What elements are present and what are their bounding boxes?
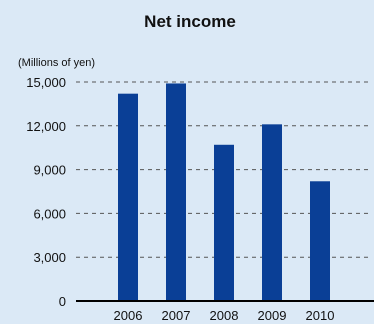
y-tick-label: 9,000 xyxy=(33,163,66,178)
x-tick-label: 2008 xyxy=(210,308,239,323)
bar-2008 xyxy=(214,144,234,301)
bar-2009 xyxy=(262,124,282,301)
x-tick-label: 2006 xyxy=(114,308,143,323)
bar-2006 xyxy=(118,93,138,302)
y-tick-label: 0 xyxy=(59,294,66,309)
chart-title: Net income xyxy=(144,12,236,31)
y-tick-label: 12,000 xyxy=(26,119,66,134)
y-unit-label: (Millions of yen) xyxy=(18,57,95,69)
x-tick-label: 2010 xyxy=(306,308,335,323)
y-tick-label: 6,000 xyxy=(33,206,66,221)
y-tick-label: 3,000 xyxy=(33,250,66,265)
x-tick-labels: 2006 2007 2008 2009 2010 xyxy=(114,308,335,323)
y-tick-label: 15,000 xyxy=(26,75,66,90)
y-tick-labels: 0 3,000 6,000 9,000 12,000 15,000 xyxy=(26,75,66,309)
bars xyxy=(118,83,330,302)
x-tick-label: 2007 xyxy=(162,308,191,323)
x-tick-label: 2009 xyxy=(258,308,287,323)
bar-2010 xyxy=(310,181,330,301)
bar-2007 xyxy=(166,83,186,302)
